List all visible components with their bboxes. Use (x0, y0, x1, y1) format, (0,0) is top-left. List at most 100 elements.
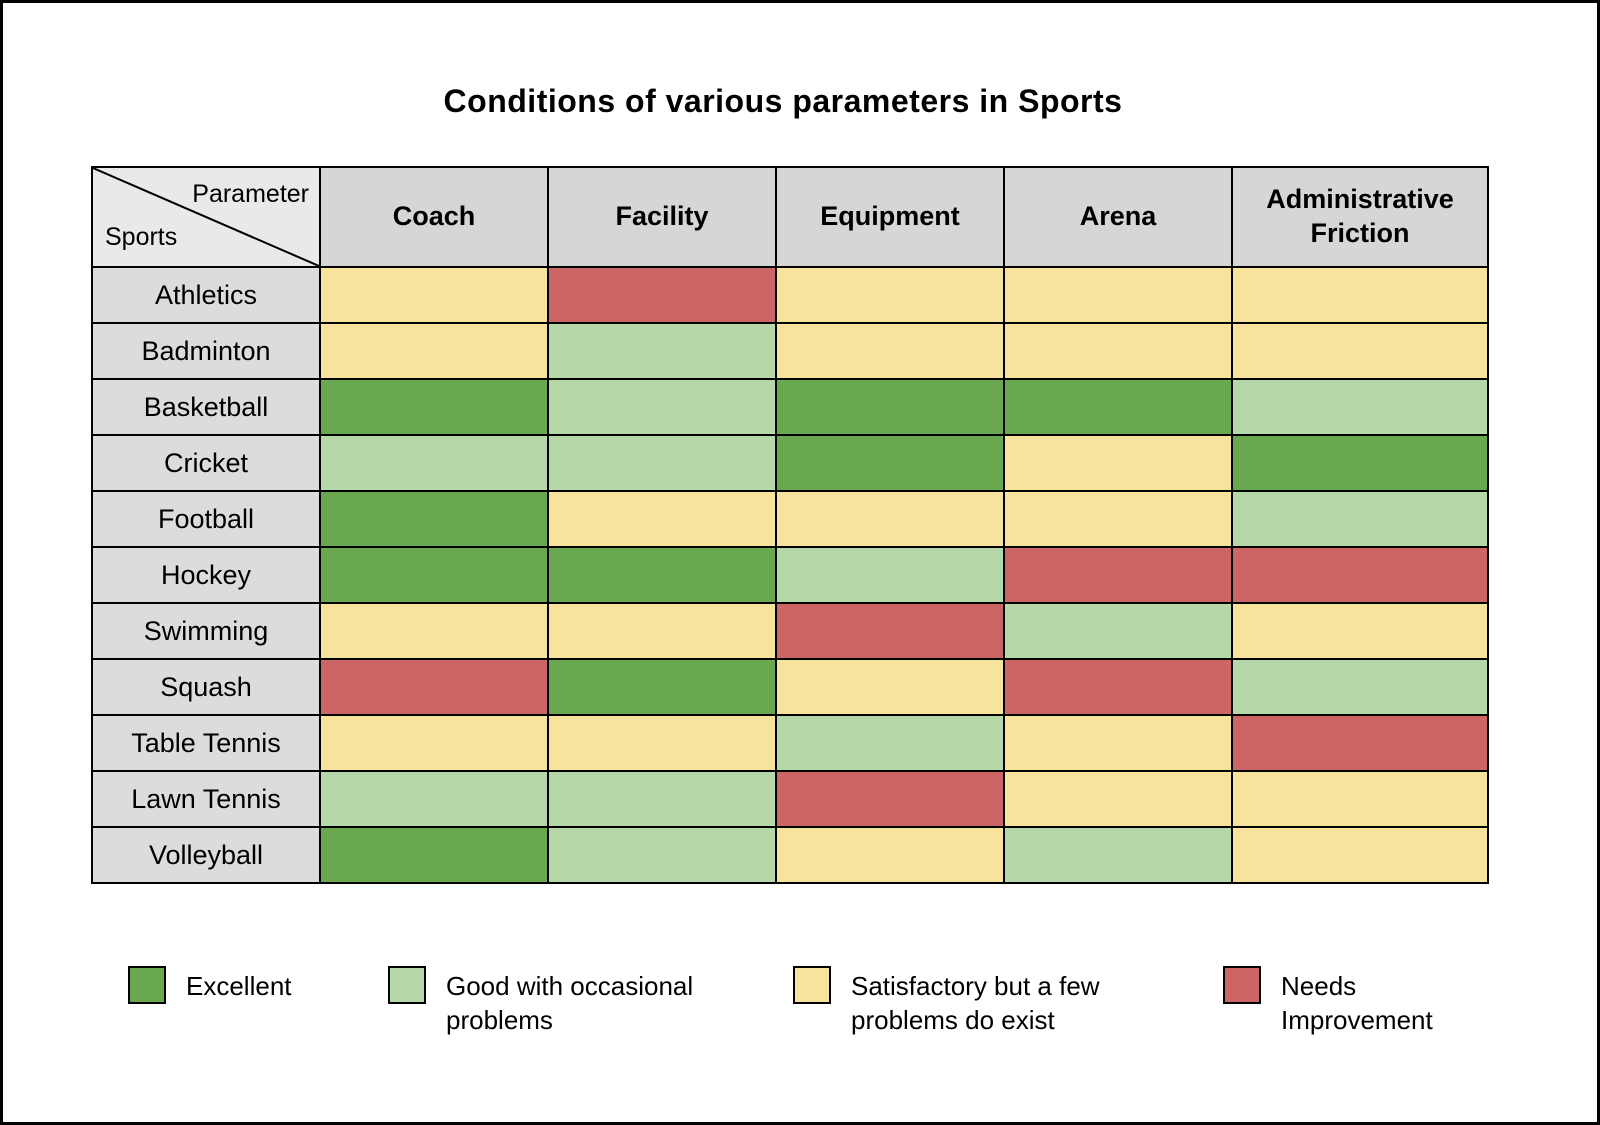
legend-swatch-excellent (128, 966, 166, 1004)
table-row: Basketball (91, 378, 1489, 436)
rating-cell-satisfactory (1003, 266, 1233, 324)
rating-cell-satisfactory (319, 602, 549, 660)
sport-label: Cricket (91, 434, 321, 492)
page-title: Conditions of various parameters in Spor… (443, 83, 1123, 119)
rating-cell-good (1231, 378, 1489, 436)
rating-cell-satisfactory (1003, 434, 1233, 492)
column-header-arena: Arena (1003, 166, 1233, 268)
legend-label: Excellent (186, 971, 292, 1001)
rating-cell-good (547, 378, 777, 436)
rating-cell-excellent (319, 546, 549, 604)
rating-cell-excellent (547, 546, 777, 604)
rating-cell-good (1231, 490, 1489, 548)
rating-cell-excellent (547, 658, 777, 716)
table-row: Athletics (91, 266, 1489, 324)
rating-cell-good (1003, 602, 1233, 660)
rating-cell-good (1231, 658, 1489, 716)
rating-cell-satisfactory (775, 266, 1005, 324)
rating-cell-excellent (775, 378, 1005, 436)
rating-cell-needs_improvement (1231, 714, 1489, 772)
rating-cell-good (547, 770, 777, 828)
column-header-equipment: Equipment (775, 166, 1005, 268)
sports-conditions-table: Parameter Sports Coach Facility Equipment A… (91, 166, 1489, 884)
rating-cell-satisfactory (775, 658, 1005, 716)
legend-item-needs_improvement: Needs Improvement (1223, 966, 1471, 1038)
rating-cell-good (775, 546, 1005, 604)
rating-cell-excellent (1231, 434, 1489, 492)
rating-cell-needs_improvement (547, 266, 777, 324)
legend-label: Satisfactory but a few problems do exist (851, 971, 1100, 1035)
rating-cell-excellent (319, 378, 549, 436)
rating-cell-needs_improvement (775, 602, 1005, 660)
rating-cell-satisfactory (1231, 602, 1489, 660)
table-row: Volleyball (91, 826, 1489, 884)
legend-label: Needs Improvement (1281, 971, 1433, 1035)
rating-cell-satisfactory (547, 490, 777, 548)
rating-cell-good (319, 434, 549, 492)
sport-label: Swimming (91, 602, 321, 660)
legend: Excellent Good with occasional problems Sa… (128, 966, 1471, 1038)
sport-label: Badminton (91, 322, 321, 380)
table-row: Hockey (91, 546, 1489, 604)
table-row: Table Tennis (91, 714, 1489, 772)
rating-cell-satisfactory (1231, 770, 1489, 828)
rating-cell-excellent (319, 826, 549, 884)
table-row: Football (91, 490, 1489, 548)
sport-label: Hockey (91, 546, 321, 604)
corner-parameter-label: Parameter (192, 180, 309, 208)
rating-cell-needs_improvement (1003, 546, 1233, 604)
legend-item-good: Good with occasional problems (388, 966, 793, 1038)
sport-label: Basketball (91, 378, 321, 436)
rating-cell-satisfactory (319, 322, 549, 380)
rating-cell-excellent (775, 434, 1005, 492)
table-row: Lawn Tennis (91, 770, 1489, 828)
legend-swatch-good (388, 966, 426, 1004)
rating-cell-good (547, 322, 777, 380)
column-header-administrative-friction: Administrative Friction (1231, 166, 1489, 268)
legend-item-satisfactory: Satisfactory but a few problems do exist (793, 966, 1223, 1038)
rating-cell-satisfactory (1231, 322, 1489, 380)
legend-label: Good with occasional problems (446, 971, 694, 1035)
diagonal-divider-line (93, 168, 319, 266)
corner-sports-label: Sports (105, 223, 178, 251)
rating-cell-satisfactory (319, 266, 549, 324)
sport-label: Table Tennis (91, 714, 321, 772)
table-body: Athletics Badminton Basketball Cricket Footb… (91, 266, 1489, 884)
rating-cell-satisfactory (1003, 490, 1233, 548)
rating-cell-satisfactory (319, 714, 549, 772)
rating-cell-satisfactory (1231, 826, 1489, 884)
rating-cell-needs_improvement (319, 658, 549, 716)
corner-header-cell: Parameter Sports (91, 166, 321, 268)
sport-label: Football (91, 490, 321, 548)
rating-cell-satisfactory (1003, 770, 1233, 828)
sport-label: Volleyball (91, 826, 321, 884)
legend-swatch-satisfactory (793, 966, 831, 1004)
sport-label: Squash (91, 658, 321, 716)
rating-cell-needs_improvement (1003, 658, 1233, 716)
rating-cell-satisfactory (775, 322, 1005, 380)
legend-item-excellent: Excellent (128, 966, 388, 1004)
rating-cell-needs_improvement (1231, 546, 1489, 604)
table-row: Cricket (91, 434, 1489, 492)
rating-cell-satisfactory (1231, 266, 1489, 324)
rating-cell-satisfactory (1003, 322, 1233, 380)
rating-cell-good (547, 826, 777, 884)
rating-cell-satisfactory (547, 714, 777, 772)
header-row: Parameter Sports Coach Facility Equipment A… (91, 166, 1489, 268)
rating-cell-good (547, 434, 777, 492)
rating-cell-good (775, 714, 1005, 772)
rating-cell-satisfactory (1003, 714, 1233, 772)
legend-swatch-needs_improvement (1223, 966, 1261, 1004)
rating-cell-good (319, 770, 549, 828)
sport-label: Lawn Tennis (91, 770, 321, 828)
rating-cell-satisfactory (547, 602, 777, 660)
rating-cell-excellent (319, 490, 549, 548)
rating-cell-satisfactory (775, 490, 1005, 548)
sport-label: Athletics (91, 266, 321, 324)
table-row: Swimming (91, 602, 1489, 660)
column-header-facility: Facility (547, 166, 777, 268)
rating-cell-excellent (1003, 378, 1233, 436)
rating-cell-good (1003, 826, 1233, 884)
column-header-coach: Coach (319, 166, 549, 268)
